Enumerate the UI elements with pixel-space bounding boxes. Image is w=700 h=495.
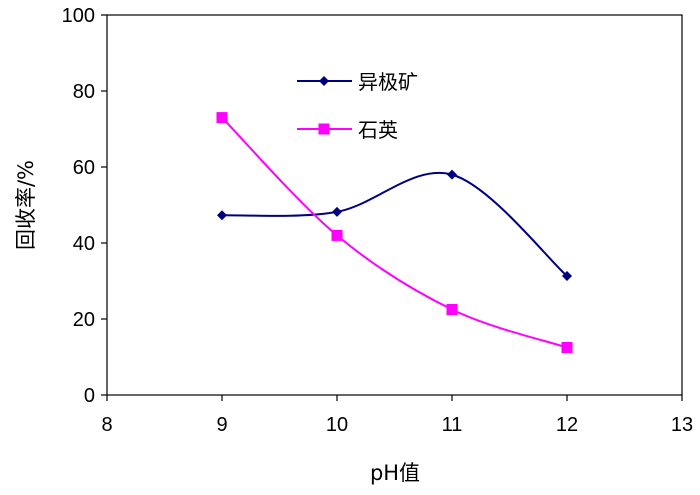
y-tick-label: 80 bbox=[73, 81, 95, 103]
y-tick-label: 20 bbox=[73, 309, 95, 331]
legend-label-series-2: 石英 bbox=[358, 118, 398, 142]
x-tick-label: 13 bbox=[671, 414, 693, 436]
data-point-series-1 bbox=[217, 210, 227, 221]
series-line-1 bbox=[221, 171, 568, 277]
x-tick-label: 11 bbox=[442, 414, 463, 436]
data-point-series-2 bbox=[446, 304, 458, 315]
x-tick-label: 8 bbox=[101, 414, 112, 436]
series-layer bbox=[216, 112, 573, 353]
x-tick-label: 10 bbox=[326, 414, 348, 436]
legend-marker-series-2 bbox=[318, 123, 330, 135]
legend-label-series-1: 异极矿 bbox=[358, 70, 418, 94]
y-tick-label: 60 bbox=[73, 157, 95, 179]
y-axis: 0 20 40 60 80 100 bbox=[62, 5, 107, 407]
data-point-series-2 bbox=[216, 112, 228, 124]
legend-marker-series-1 bbox=[319, 76, 329, 86]
y-tick-label: 0 bbox=[84, 385, 95, 407]
x-tick-label: 12 bbox=[556, 414, 578, 436]
y-axis-title: 回收率/% bbox=[14, 160, 38, 250]
series-line-2 bbox=[221, 116, 568, 349]
data-point-series-1 bbox=[447, 169, 457, 180]
legend: 异极矿 石英 bbox=[297, 70, 418, 142]
data-point-series-1 bbox=[332, 206, 342, 217]
x-tick-label: 9 bbox=[216, 414, 227, 436]
x-axis: 8 9 10 11 12 13 bbox=[101, 395, 693, 436]
data-point-series-2 bbox=[331, 229, 343, 241]
data-point-series-2 bbox=[561, 342, 573, 353]
x-axis-title: pH值 bbox=[370, 461, 420, 485]
y-tick-label: 40 bbox=[73, 233, 95, 255]
data-point-series-1 bbox=[562, 271, 572, 282]
y-tick-label: 100 bbox=[62, 5, 95, 27]
plot-frame bbox=[106, 14, 683, 396]
